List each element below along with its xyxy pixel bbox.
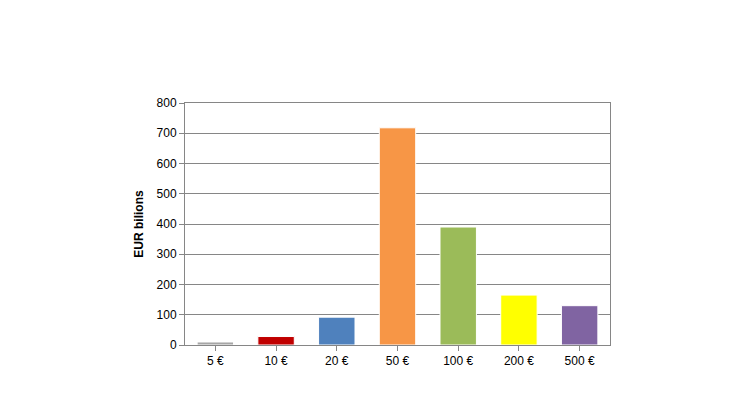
svg-text:800: 800 [157, 96, 177, 110]
svg-text:600: 600 [157, 157, 177, 171]
svg-text:EUR bilions: EUR bilions [132, 190, 146, 258]
svg-text:200: 200 [157, 278, 177, 292]
svg-text:5 €: 5 € [207, 354, 224, 368]
svg-text:100 €: 100 € [443, 354, 473, 368]
svg-text:0: 0 [170, 338, 177, 352]
svg-text:200 €: 200 € [504, 354, 534, 368]
svg-text:20 €: 20 € [325, 354, 349, 368]
svg-text:50 €: 50 € [386, 354, 410, 368]
svg-text:10 €: 10 € [264, 354, 288, 368]
svg-text:700: 700 [157, 126, 177, 140]
svg-text:500 €: 500 € [565, 354, 595, 368]
svg-text:300: 300 [157, 247, 177, 261]
svg-text:500: 500 [157, 187, 177, 201]
svg-text:100: 100 [157, 308, 177, 322]
svg-text:400: 400 [157, 217, 177, 231]
